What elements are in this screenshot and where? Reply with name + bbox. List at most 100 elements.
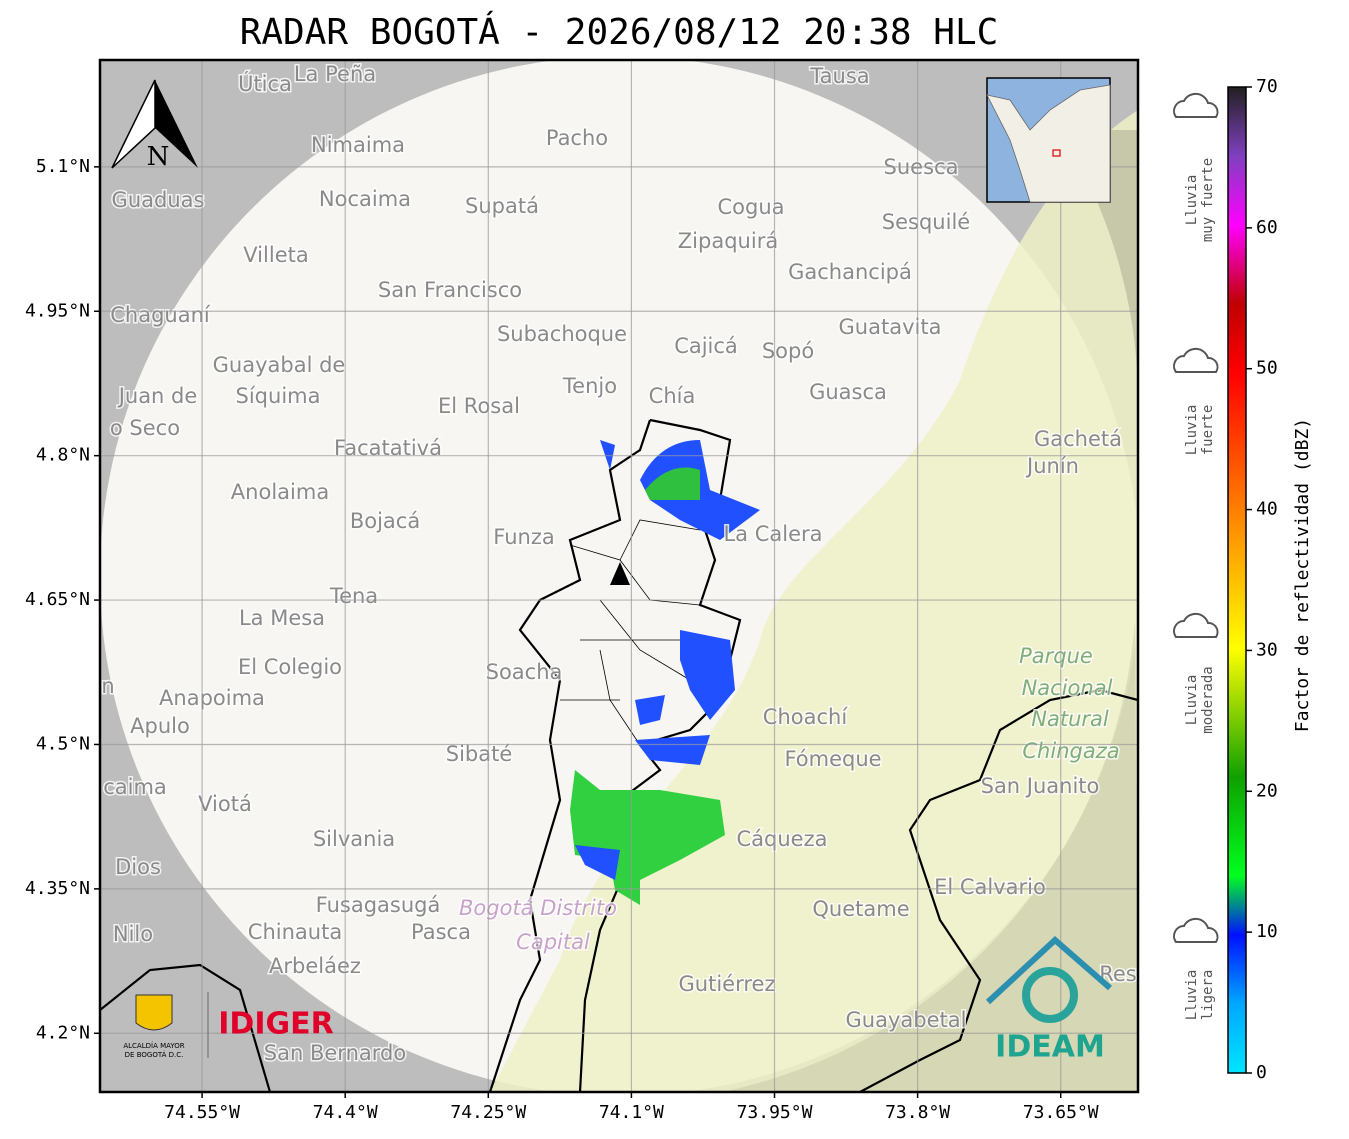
place-label: Nocaima: [319, 187, 411, 211]
cloud-icon: [1173, 347, 1219, 373]
place-label: Junín: [1025, 454, 1079, 478]
x-tick-label: 73.8°W: [885, 1102, 950, 1123]
place-label: La Peña: [294, 62, 376, 86]
cloud-icon: [1173, 612, 1219, 638]
rain-category: Lluvia: [1184, 175, 1200, 226]
radar-site: [610, 562, 630, 585]
place-label: San Bernardo: [264, 1041, 406, 1065]
colorbar-tick-label: 20: [1256, 780, 1278, 801]
place-label: Guasca: [809, 380, 887, 404]
place-label: Gachetá: [1034, 427, 1122, 451]
place-label: Parque: [1019, 644, 1093, 668]
place-label: Síquima: [236, 384, 321, 408]
rain-category: Lluvia: [1184, 970, 1200, 1021]
colorbar-tick-label: 0: [1256, 1062, 1267, 1083]
place-label: Guayabetal: [846, 1008, 967, 1032]
axes: 74.55°W 74.4°W 74.25°W 74.1°W 73.95°W 73.8°W 7…: [25, 156, 1099, 1123]
place-label: Tena: [329, 584, 378, 608]
y-tick-label: 4.35°N: [25, 878, 90, 899]
place-label: Subachoque: [497, 322, 627, 346]
place-label: Choachí: [763, 705, 849, 729]
place-label: caima: [103, 775, 167, 799]
place-label: Nacional: [1022, 676, 1113, 700]
rain-category: ligera: [1200, 970, 1216, 1021]
place-label: San Francisco: [378, 278, 522, 302]
title: RADAR BOGOTÁ - 2026/08/12 20:38 HLC: [240, 11, 999, 53]
colorbar-tick-label: 70: [1256, 76, 1278, 97]
place-label: Sibaté: [446, 742, 513, 766]
logo-idiger: IDIGER: [218, 1007, 333, 1042]
y-tick-label: 4.65°N: [25, 589, 90, 610]
place-label: Soacha: [486, 660, 563, 684]
logos: ALCALDÍA MAYOR DE BOGOTÁ D.C. IDIGER IDE…: [123, 935, 1112, 1065]
place-label: Gachancipá: [788, 260, 912, 284]
place-label: Sesquilé: [882, 210, 970, 234]
place-label: Guatavita: [839, 315, 942, 339]
place-label: Bojacá: [350, 509, 420, 533]
north-arrow: N: [111, 79, 198, 172]
colorbar-tick-label: 30: [1256, 639, 1278, 660]
place-label: Capital: [516, 930, 590, 954]
place-label: El Colegio: [238, 655, 342, 679]
place-label: Chía: [649, 384, 696, 408]
place-label: Gutiérrez: [679, 972, 776, 996]
place-label: Nilo: [113, 922, 153, 946]
x-tick-label: 74.55°W: [164, 1102, 240, 1123]
colorbar-tick-label: 40: [1256, 499, 1278, 520]
colorbar: [1227, 86, 1247, 1074]
place-label: Chinauta: [248, 920, 342, 944]
place-label: Arbeláez: [269, 954, 361, 978]
graticule: [100, 60, 1138, 1092]
place-label: Sopó: [762, 339, 814, 363]
map: Útica La Peña Tausa Pacho Nimaima Guaduas Noca…: [100, 60, 1138, 1092]
shade: [1060, 130, 1138, 420]
rain-category: Lluvia: [1184, 675, 1200, 726]
inset-map: [986, 77, 1111, 203]
y-tick-label: 4.5°N: [36, 733, 90, 754]
place-label: n: [101, 674, 114, 698]
cloud-icon: [1173, 92, 1219, 118]
place-label: Zipaquirá: [678, 229, 778, 253]
place-label: El Calvario: [934, 875, 1046, 899]
rain-category: muy fuerte: [1200, 158, 1216, 242]
place-label: Facatativá: [334, 436, 442, 460]
logo-alcaldia: DE BOGOTÁ D.C.: [125, 1050, 184, 1059]
place-labels: Útica La Peña Tausa Pacho Nimaima Guaduas Noca…: [100, 61, 1138, 1067]
place-label: Nimaima: [311, 133, 405, 157]
place-label: Fómeque: [784, 747, 881, 771]
place-label: San Juanito: [981, 774, 1100, 798]
place-label: Pacho: [546, 126, 608, 150]
rain-category: Lluvia: [1184, 405, 1200, 456]
place-label: Guayabal de: [213, 353, 346, 377]
y-tick-label: 5.1°N: [36, 156, 90, 177]
place-label: Fusagasugá: [316, 893, 441, 917]
place-label: Cajicá: [674, 334, 738, 358]
rain-category: moderada: [1200, 666, 1216, 733]
colorbar-tick-label: 10: [1256, 921, 1278, 942]
logo-ideam: IDEAM: [995, 1030, 1105, 1065]
colorbar-tick-label: 60: [1256, 217, 1278, 238]
x-tick-label: 74.25°W: [450, 1102, 526, 1123]
place-label: Anapoima: [159, 686, 265, 710]
place-label: Tausa: [809, 64, 869, 88]
place-label: Apulo: [130, 714, 190, 738]
place-label: Funza: [493, 525, 554, 549]
x-tick-label: 73.95°W: [737, 1102, 813, 1123]
map-frame: [98, 58, 1140, 1094]
place-label: Útica: [238, 71, 292, 96]
north-label: N: [147, 142, 170, 172]
place-label: La Mesa: [239, 606, 325, 630]
place-label: Silvania: [313, 827, 395, 851]
localities: [560, 519, 701, 746]
place-label: Juan de: [117, 384, 198, 408]
colorbar-tick-label: 50: [1256, 358, 1278, 379]
y-tick-label: 4.8°N: [36, 445, 90, 466]
place-label: o Seco: [110, 416, 180, 440]
colorbar-ticks: 0 10 20 30 40 50 60 70: [1246, 76, 1278, 1083]
place-label: Pasca: [411, 920, 471, 944]
place-label: Supatá: [465, 194, 539, 218]
colorbar-label: Factor de reflectividad (dBZ): [1292, 418, 1313, 732]
place-label: Cáqueza: [737, 827, 828, 851]
